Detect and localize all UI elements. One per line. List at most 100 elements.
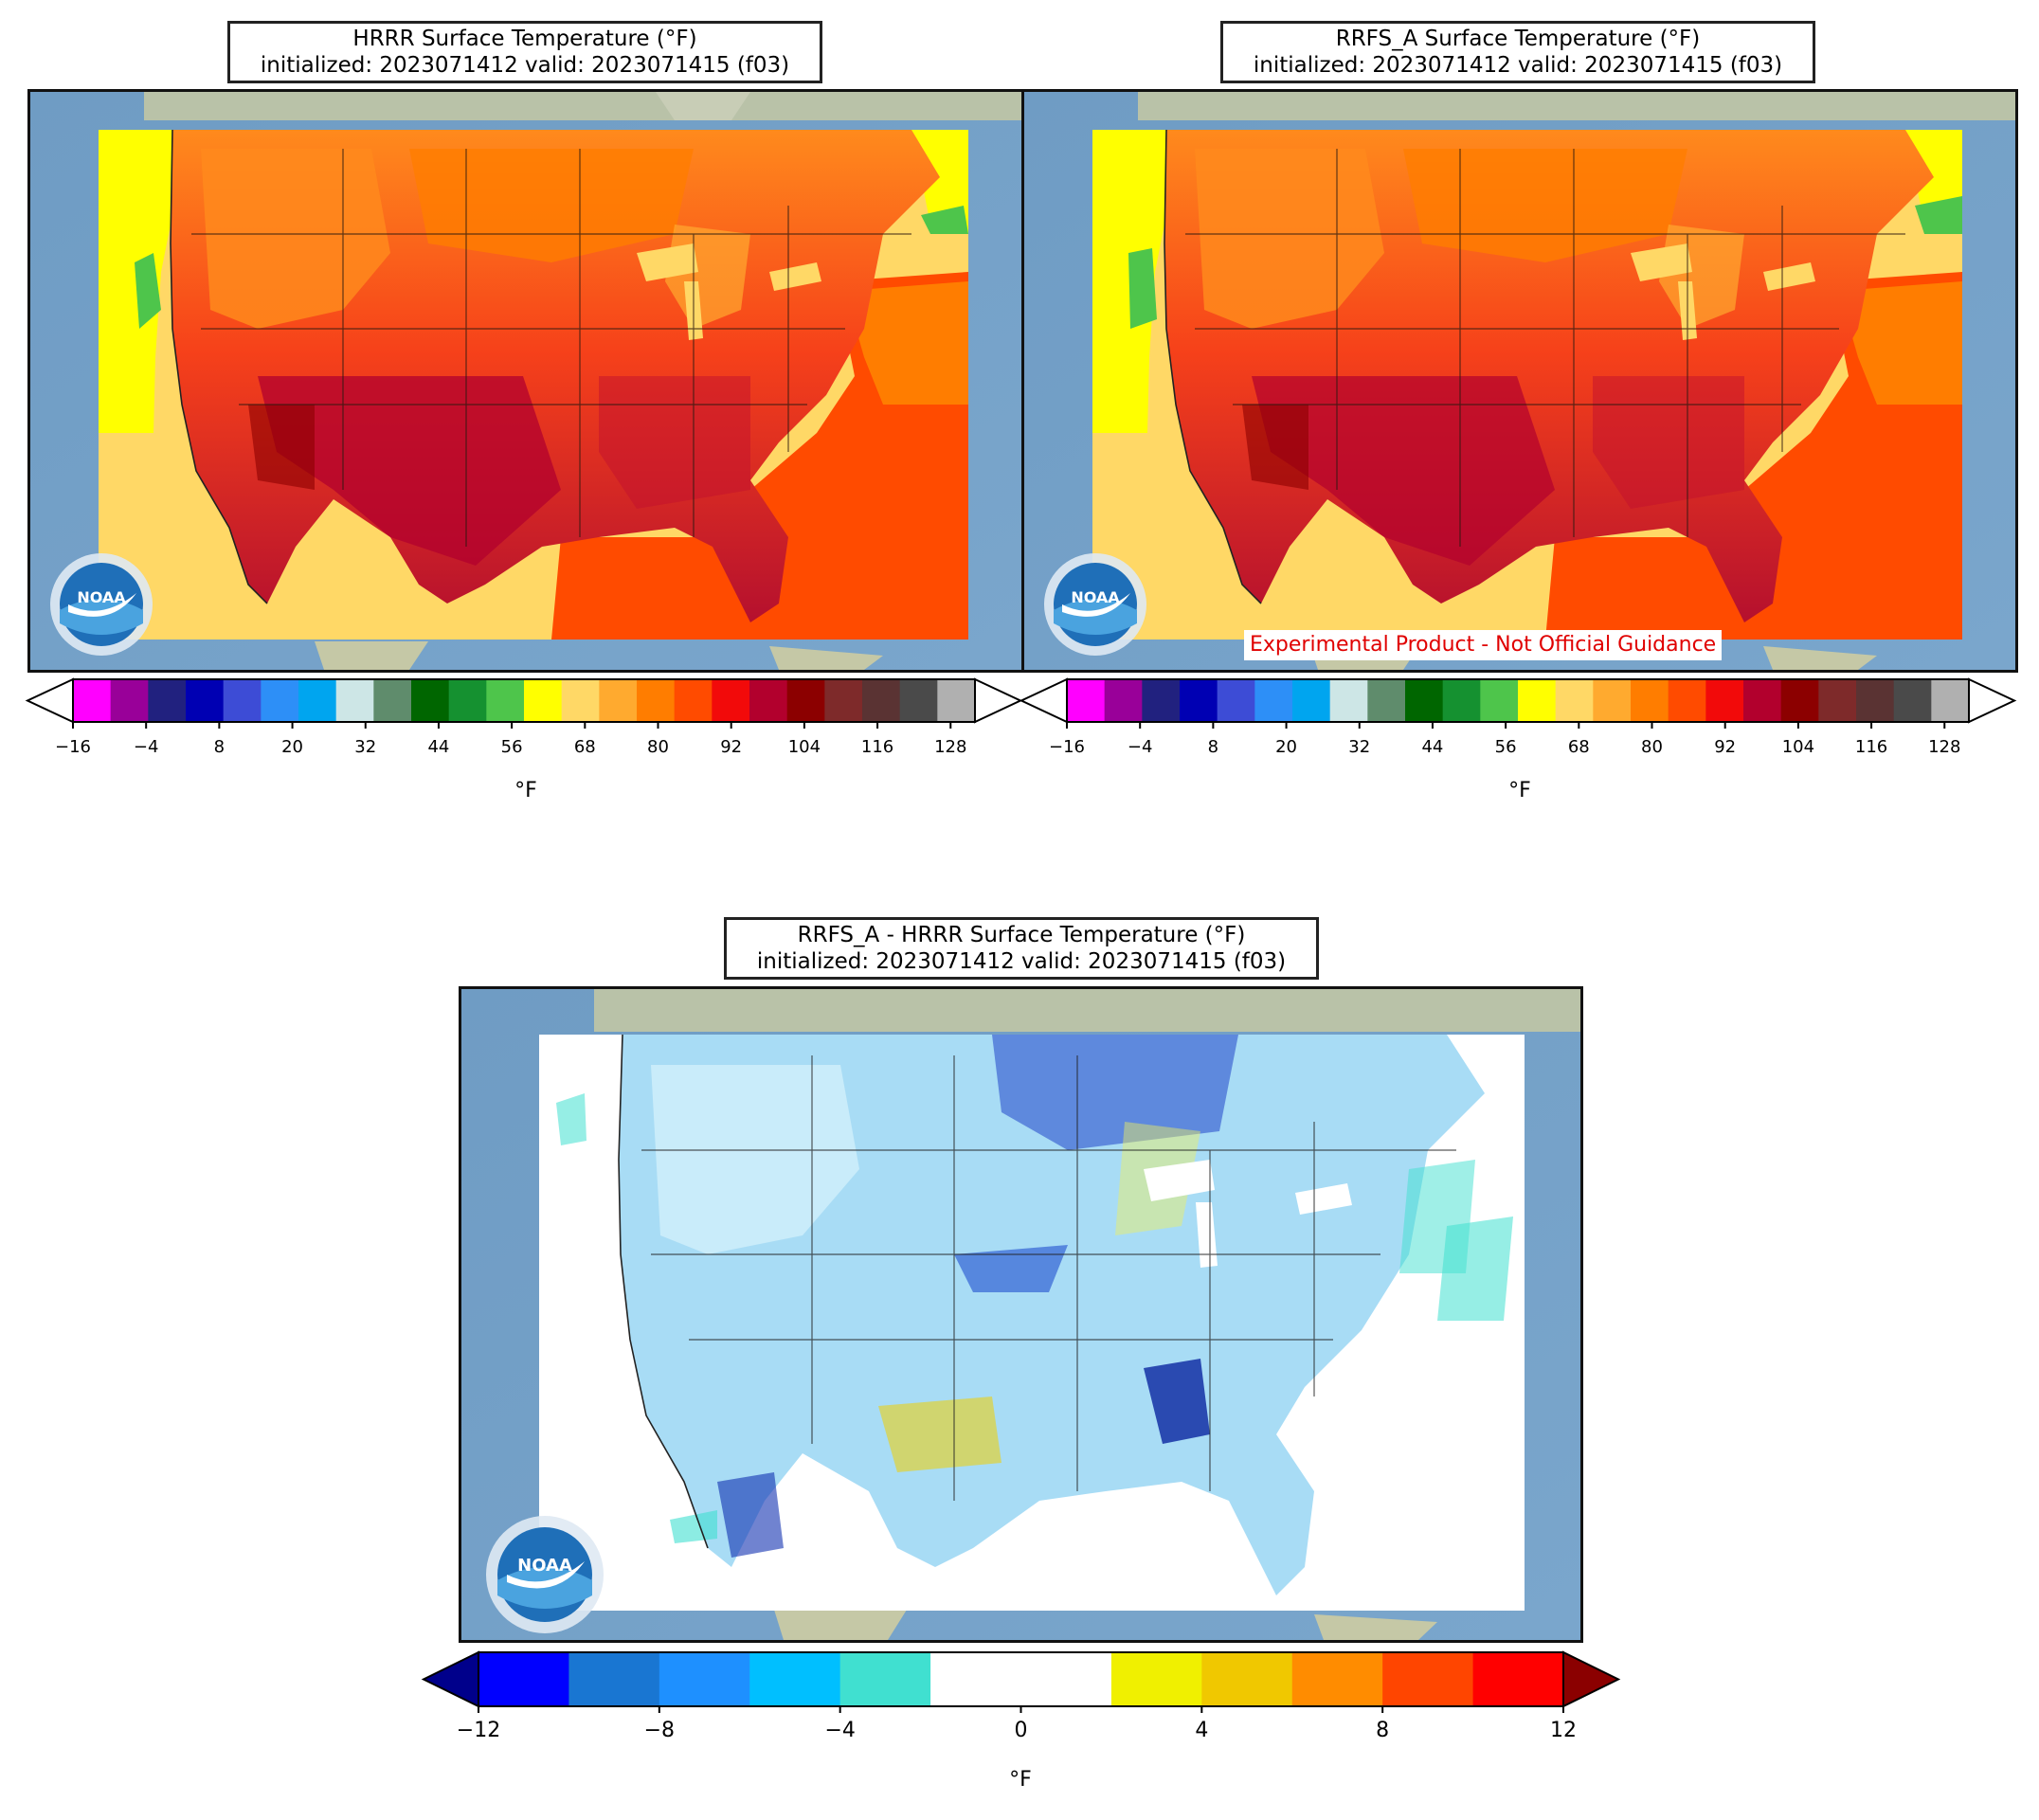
rrfs-colorbar-color-bin — [1292, 679, 1331, 722]
hrrr-colorbar-tick-label: 104 — [788, 737, 821, 757]
diff-colorbar-color-bin — [478, 1652, 570, 1706]
noaa-logo-text: NOAA — [77, 588, 126, 606]
rrfs-colorbar-tick-label: 116 — [1855, 737, 1887, 757]
rrfs-title: RRFS_A Surface Temperature (°F) initiali… — [1220, 21, 1815, 83]
hrrr-colorbar-extend-min — [25, 677, 74, 724]
rrfs-colorbar: −16 −4 8 20 32 44 56 68 80 92 104 116 128 — [1019, 675, 2018, 767]
rrfs-colorbar-tick-label: 80 — [1641, 737, 1663, 757]
rrfs-colorbar-unit: °F — [1508, 779, 1531, 802]
rrfs-colorbar-color-bin — [1104, 679, 1143, 722]
rrfs-colorbar-color-bin — [1780, 679, 1819, 722]
rrfs-colorbar-color-bin — [1367, 679, 1406, 722]
diff-colorbar-color-bin — [1382, 1652, 1474, 1706]
hrrr-colorbar-color-bin — [261, 679, 299, 722]
rrfs-colorbar-tick-label: 92 — [1714, 737, 1736, 757]
hrrr-title-line1: HRRR Surface Temperature (°F) — [352, 27, 697, 51]
diff-colorbar-tick-label: 0 — [1015, 1719, 1028, 1742]
hrrr-title-line2: initialized: 2023071412 valid: 202307141… — [260, 53, 790, 78]
diff-title-line1: RRFS_A - HRRR Surface Temperature (°F) — [797, 923, 1246, 947]
rrfs-colorbar-tick-label: 20 — [1275, 737, 1297, 757]
hrrr-colorbar-unit: °F — [514, 779, 537, 802]
noaa-logo-text: NOAA — [517, 1556, 572, 1576]
diff-colorbar-color-bin — [1201, 1652, 1293, 1706]
diff-colorbar-tick-label: 4 — [1195, 1719, 1208, 1742]
noaa-logo-icon: NOAA — [50, 553, 153, 656]
rrfs-colorbar-extend-min — [1019, 677, 1068, 724]
rrfs-colorbar-extend-max — [1968, 677, 2017, 724]
diff-colorbar-unit: °F — [1009, 1768, 1032, 1792]
hrrr-colorbar-color-bin — [712, 679, 750, 722]
hrrr-colorbar-color-bin — [298, 679, 337, 722]
rrfs-colorbar-color-bin — [1555, 679, 1594, 722]
hrrr-colorbar-color-bin — [561, 679, 600, 722]
hrrr-map — [27, 89, 1024, 673]
hrrr-colorbar-tick-label: 116 — [861, 737, 893, 757]
diff-colorbar-tick-label: −8 — [644, 1719, 675, 1742]
hrrr-colorbar-tick-label: −16 — [55, 737, 91, 757]
hrrr-colorbar-color-bin — [73, 679, 112, 722]
rrfs-colorbar-color-bin — [1705, 679, 1744, 722]
diff-colorbar-color-bin — [1472, 1652, 1564, 1706]
diff-colorbar-extend-max — [1562, 1650, 1621, 1708]
hrrr-colorbar-tick-label: 56 — [501, 737, 523, 757]
rrfs-colorbar-tick-label: 32 — [1348, 737, 1370, 757]
hrrr-colorbar-tick-label: 68 — [574, 737, 596, 757]
hrrr-colorbar-color-bin — [786, 679, 825, 722]
diff-colorbar: −12 −8 −4 0 4 8 12 — [421, 1649, 1621, 1753]
rrfs-colorbar-color-bin — [1217, 679, 1255, 722]
diff-colorbar-tick-label: −4 — [824, 1719, 855, 1742]
hrrr-colorbar-color-bin — [899, 679, 938, 722]
hrrr-colorbar-color-bin — [148, 679, 187, 722]
rrfs-title-line1: RRFS_A Surface Temperature (°F) — [1335, 27, 1701, 51]
rrfs-colorbar-tick-label: 44 — [1421, 737, 1443, 757]
rrfs-colorbar-tick-label: −16 — [1049, 737, 1085, 757]
rrfs-colorbar-color-bin — [1593, 679, 1632, 722]
hrrr-colorbar-color-bin — [824, 679, 863, 722]
diff-colorbar-color-bin — [659, 1652, 750, 1706]
hrrr-colorbar-color-bin — [937, 679, 976, 722]
diff-colorbar-color-bin — [930, 1652, 1022, 1706]
rrfs-map — [1021, 89, 2018, 673]
diff-colorbar-tick-label: 8 — [1376, 1719, 1389, 1742]
rrfs-colorbar-tick-label: 68 — [1568, 737, 1590, 757]
hrrr-colorbar-tick-label: 92 — [720, 737, 742, 757]
rrfs-colorbar-tick-label: 56 — [1495, 737, 1517, 757]
hrrr-colorbar-frame — [72, 678, 976, 723]
rrfs-colorbar-color-bin — [1893, 679, 1932, 722]
rrfs-colorbar-color-bin — [1329, 679, 1368, 722]
rrfs-colorbar-color-bin — [1254, 679, 1293, 722]
rrfs-colorbar-color-bin — [1518, 679, 1557, 722]
hrrr-colorbar-color-bin — [637, 679, 676, 722]
rrfs-colorbar-tick-label: −4 — [1128, 737, 1153, 757]
rrfs-colorbar-color-bin — [1743, 679, 1782, 722]
rrfs-colorbar-color-bin — [1405, 679, 1444, 722]
diff-title-line2: initialized: 2023071412 valid: 202307141… — [756, 949, 1287, 974]
hrrr-colorbar-tick-label: 44 — [427, 737, 449, 757]
rrfs-colorbar-tick-label: 8 — [1208, 737, 1218, 757]
rrfs-colorbar-frame — [1066, 678, 1970, 723]
hrrr-colorbar-tick-label: 8 — [214, 737, 225, 757]
rrfs-colorbar-color-bin — [1818, 679, 1857, 722]
diff-map — [459, 986, 1583, 1643]
hrrr-colorbar-color-bin — [599, 679, 638, 722]
diff-colorbar-color-bin — [839, 1652, 931, 1706]
hrrr-colorbar-tick-label: 20 — [281, 737, 303, 757]
hrrr-colorbar: −16 −4 8 20 32 44 56 68 80 92 104 116 128 — [25, 675, 1024, 767]
diff-colorbar-extend-min — [421, 1650, 479, 1708]
hrrr-colorbar-color-bin — [862, 679, 901, 722]
rrfs-colorbar-color-bin — [1931, 679, 1970, 722]
hrrr-title: HRRR Surface Temperature (°F) initialize… — [227, 21, 822, 83]
experimental-disclaimer: Experimental Product - Not Official Guid… — [1244, 630, 1723, 660]
rrfs-colorbar-color-bin — [1067, 679, 1106, 722]
rrfs-colorbar-color-bin — [1668, 679, 1706, 722]
hrrr-colorbar-color-bin — [749, 679, 788, 722]
noaa-logo-icon: NOAA — [486, 1516, 604, 1633]
hrrr-colorbar-tick-label: 32 — [354, 737, 376, 757]
hrrr-colorbar-color-bin — [486, 679, 525, 722]
diff-colorbar-color-bin — [749, 1652, 841, 1706]
hrrr-colorbar-extend-max — [974, 677, 1023, 724]
diff-colorbar-color-bin — [1020, 1652, 1112, 1706]
diff-colorbar-tick-label: 12 — [1550, 1719, 1577, 1742]
hrrr-colorbar-color-bin — [411, 679, 450, 722]
hrrr-colorbar-color-bin — [674, 679, 713, 722]
